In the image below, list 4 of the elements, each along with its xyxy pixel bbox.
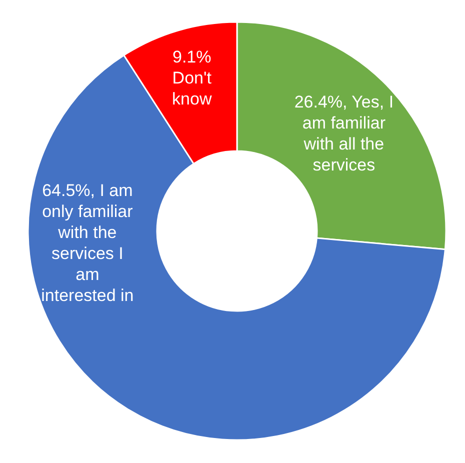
slice-label: 26.4%, Yes, I am familiar with all the services: [294, 92, 394, 175]
slice-label: Don't know: [172, 68, 212, 108]
slice-label: 64.5%, I am only familiar with the services I am interested in: [41, 181, 134, 306]
data-label: 9.1%: [172, 47, 212, 66]
